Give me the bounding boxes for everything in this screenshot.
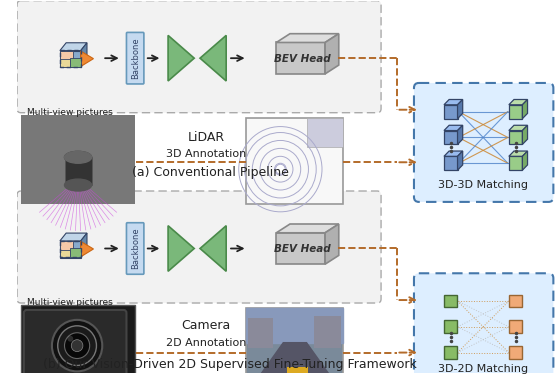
Polygon shape — [458, 151, 463, 170]
Polygon shape — [60, 241, 81, 258]
Circle shape — [64, 333, 90, 359]
FancyBboxPatch shape — [21, 115, 135, 204]
Polygon shape — [81, 233, 87, 258]
Polygon shape — [70, 58, 81, 67]
Circle shape — [276, 164, 285, 174]
FancyBboxPatch shape — [17, 1, 381, 113]
FancyBboxPatch shape — [126, 32, 144, 84]
FancyBboxPatch shape — [21, 305, 135, 376]
Polygon shape — [60, 59, 70, 67]
Polygon shape — [523, 100, 528, 119]
Circle shape — [52, 320, 102, 371]
Ellipse shape — [64, 179, 92, 191]
Text: BEV Head: BEV Head — [275, 244, 331, 254]
Polygon shape — [444, 100, 463, 105]
Polygon shape — [325, 34, 339, 74]
FancyBboxPatch shape — [307, 118, 343, 147]
Text: 3D Annotation: 3D Annotation — [166, 149, 246, 159]
Polygon shape — [60, 51, 73, 61]
FancyBboxPatch shape — [509, 320, 522, 333]
Polygon shape — [81, 51, 93, 67]
FancyBboxPatch shape — [509, 156, 523, 170]
Polygon shape — [276, 224, 339, 233]
FancyBboxPatch shape — [509, 294, 522, 308]
Text: Camera: Camera — [181, 319, 231, 332]
FancyBboxPatch shape — [509, 105, 523, 119]
Text: Backbone: Backbone — [131, 37, 140, 79]
FancyBboxPatch shape — [314, 316, 341, 348]
Polygon shape — [444, 151, 463, 156]
Ellipse shape — [64, 152, 92, 163]
Text: (b) Our Vision-Driven 2D Supervised Fine-Tuning Framework: (b) Our Vision-Driven 2D Supervised Fine… — [43, 358, 417, 371]
Text: 3D-3D Matching: 3D-3D Matching — [438, 180, 528, 190]
Polygon shape — [523, 125, 528, 144]
FancyBboxPatch shape — [287, 367, 309, 376]
Polygon shape — [81, 241, 93, 257]
Polygon shape — [509, 125, 528, 130]
Text: Multi-view pictures: Multi-view pictures — [27, 108, 113, 117]
Text: (a) Conventional Pipeline: (a) Conventional Pipeline — [132, 166, 289, 179]
FancyBboxPatch shape — [509, 346, 522, 359]
FancyBboxPatch shape — [276, 42, 325, 74]
Polygon shape — [60, 43, 87, 51]
FancyBboxPatch shape — [246, 118, 343, 204]
Circle shape — [71, 340, 83, 352]
FancyBboxPatch shape — [444, 156, 458, 170]
FancyBboxPatch shape — [64, 157, 92, 185]
FancyBboxPatch shape — [414, 273, 553, 376]
Polygon shape — [509, 100, 528, 105]
FancyBboxPatch shape — [444, 105, 458, 119]
Polygon shape — [246, 343, 343, 376]
Polygon shape — [200, 226, 226, 271]
Polygon shape — [458, 125, 463, 144]
Text: 2D Annotation: 2D Annotation — [166, 338, 246, 348]
Text: BEV Head: BEV Head — [275, 54, 331, 64]
FancyBboxPatch shape — [246, 308, 343, 376]
FancyBboxPatch shape — [444, 294, 457, 308]
Polygon shape — [246, 308, 343, 343]
Text: Backbone: Backbone — [131, 228, 140, 269]
Text: LiDAR: LiDAR — [187, 131, 225, 144]
FancyBboxPatch shape — [126, 223, 144, 274]
Polygon shape — [276, 34, 339, 42]
Polygon shape — [70, 249, 81, 257]
FancyBboxPatch shape — [444, 130, 458, 144]
FancyBboxPatch shape — [444, 320, 457, 333]
Polygon shape — [523, 151, 528, 170]
Circle shape — [67, 336, 73, 342]
Polygon shape — [325, 224, 339, 264]
FancyBboxPatch shape — [509, 130, 523, 144]
Polygon shape — [509, 151, 528, 156]
Polygon shape — [60, 250, 70, 257]
Polygon shape — [60, 241, 73, 251]
Polygon shape — [458, 100, 463, 119]
Text: Multi-view pictures: Multi-view pictures — [27, 298, 113, 307]
Polygon shape — [200, 35, 226, 81]
FancyBboxPatch shape — [276, 233, 325, 264]
FancyBboxPatch shape — [249, 318, 272, 348]
Polygon shape — [168, 226, 194, 271]
Polygon shape — [60, 51, 81, 67]
Circle shape — [58, 326, 96, 365]
FancyBboxPatch shape — [17, 191, 381, 303]
Polygon shape — [81, 43, 87, 67]
Polygon shape — [168, 35, 194, 81]
Ellipse shape — [64, 152, 92, 163]
Polygon shape — [444, 125, 463, 130]
FancyBboxPatch shape — [444, 346, 457, 359]
Polygon shape — [60, 233, 87, 241]
FancyBboxPatch shape — [414, 83, 553, 202]
Text: 3D-2D Matching: 3D-2D Matching — [438, 364, 528, 374]
FancyBboxPatch shape — [24, 310, 126, 376]
